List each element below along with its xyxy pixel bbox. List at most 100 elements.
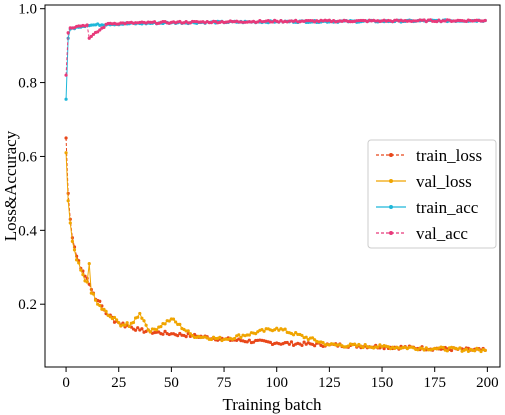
- data-point: [104, 309, 108, 313]
- x-tick-label: 25: [111, 375, 126, 391]
- data-point: [93, 298, 98, 302]
- data-point: [136, 326, 140, 330]
- data-point: [89, 34, 93, 39]
- data-point: [188, 332, 192, 336]
- data-point: [285, 340, 289, 345]
- data-point: [283, 327, 287, 331]
- data-point: [232, 336, 237, 341]
- data-point: [159, 325, 163, 329]
- data-point: [479, 349, 483, 354]
- data-point: [310, 336, 315, 340]
- x-tick-label: 125: [318, 375, 341, 391]
- legend-label: train_acc: [416, 198, 479, 217]
- legend-label: val_acc: [416, 224, 468, 243]
- series-layer: [64, 18, 487, 354]
- data-point: [87, 282, 91, 286]
- data-point: [98, 299, 102, 303]
- data-point: [237, 333, 241, 337]
- data-point: [108, 315, 112, 319]
- data-point: [79, 268, 83, 272]
- data-point: [66, 31, 70, 35]
- data-point: [313, 344, 317, 348]
- data-point: [64, 73, 68, 77]
- data-point: [445, 349, 449, 353]
- data-point: [376, 345, 380, 349]
- data-point: [458, 346, 462, 350]
- data-point: [294, 331, 298, 335]
- data-point: [131, 320, 136, 325]
- data-point: [125, 321, 129, 325]
- data-point: [138, 311, 142, 316]
- data-point: [91, 32, 96, 36]
- data-point: [473, 349, 477, 353]
- data-point: [209, 337, 214, 342]
- x-tick-label: 100: [265, 375, 288, 391]
- data-point: [464, 347, 468, 351]
- data-point: [133, 328, 138, 332]
- data-point: [81, 273, 85, 277]
- x-tick-label: 150: [371, 375, 394, 391]
- data-point: [441, 345, 445, 350]
- data-point: [247, 338, 251, 342]
- data-point: [66, 199, 70, 203]
- data-point: [98, 303, 102, 308]
- legend-label: val_loss: [416, 172, 472, 191]
- data-point: [186, 329, 190, 333]
- data-point: [268, 340, 272, 344]
- x-tick-label: 75: [217, 375, 232, 391]
- x-axis-title: Training batch: [222, 395, 322, 414]
- data-point: [466, 349, 470, 353]
- data-point: [155, 328, 159, 332]
- data-point: [275, 326, 279, 330]
- axis-layer: 0 25 50 75 100 125 150 175 200 0.2 0.4 0.6 0.8 1.0: [18, 2, 498, 391]
- data-point: [68, 221, 72, 225]
- data-point: [72, 248, 77, 252]
- x-tick-label: 0: [62, 375, 70, 391]
- data-point: [382, 347, 386, 351]
- data-point: [115, 318, 119, 322]
- data-point: [148, 330, 152, 334]
- data-point: [77, 261, 81, 265]
- x-tick-label: 175: [423, 375, 446, 391]
- x-tick-label: 50: [164, 375, 179, 391]
- legend-box: [367, 139, 497, 249]
- data-point: [171, 317, 176, 321]
- data-point: [98, 28, 102, 32]
- data-point: [140, 327, 144, 331]
- data-point: [64, 136, 68, 140]
- data-point: [112, 315, 117, 320]
- data-point: [152, 20, 157, 24]
- data-point: [167, 319, 171, 323]
- data-point: [254, 332, 258, 336]
- data-point: [289, 340, 294, 344]
- data-point: [247, 333, 251, 337]
- legend-label: train_loss: [416, 146, 482, 165]
- data-point: [239, 335, 243, 340]
- data-point: [353, 342, 357, 346]
- data-point: [178, 331, 182, 336]
- data-point: [136, 315, 140, 319]
- legend-swatch-marker: [389, 205, 393, 209]
- data-point: [245, 340, 249, 344]
- data-point: [70, 239, 74, 244]
- y-axis-title: Loss&Accuracy: [1, 130, 20, 241]
- data-point: [477, 348, 481, 352]
- data-point: [87, 36, 91, 40]
- data-point: [163, 329, 167, 334]
- data-point: [262, 329, 266, 333]
- data-point: [449, 348, 454, 353]
- data-point: [378, 343, 382, 347]
- data-point: [386, 345, 390, 349]
- data-point: [163, 322, 167, 326]
- legend-swatch-marker: [389, 179, 393, 183]
- legend: train_loss val_loss train_acc val_acc: [367, 139, 497, 249]
- legend-swatch-marker: [389, 153, 393, 157]
- data-point: [102, 307, 106, 311]
- data-point: [87, 261, 91, 266]
- data-point: [123, 323, 127, 327]
- y-tick-label: 0.2: [18, 297, 37, 313]
- data-point: [178, 322, 182, 327]
- legend-item-train_acc: train_acc: [376, 198, 479, 217]
- data-point: [102, 25, 106, 30]
